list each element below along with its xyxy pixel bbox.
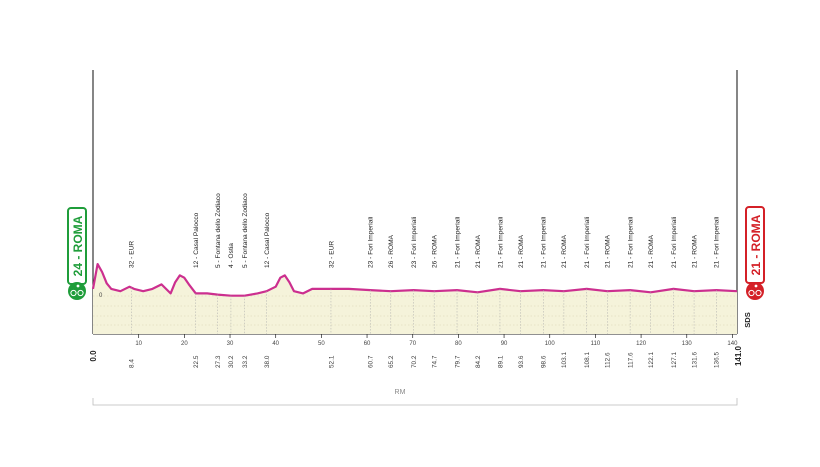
x-tick-label: 140 xyxy=(727,341,738,347)
sds-label: SDS xyxy=(743,312,752,327)
waypoint-km: 27.3 xyxy=(215,355,222,368)
waypoint-name: 21 - Fori Imperiali xyxy=(541,216,548,268)
waypoint-km: 79.7 xyxy=(454,355,461,368)
waypoint-km: 52.1 xyxy=(328,355,335,368)
waypoint-name: 21 - Fori Imperiali xyxy=(627,216,634,268)
x-tick-label: 90 xyxy=(501,341,508,347)
finish-cyclist-icon xyxy=(746,282,764,300)
waypoint-km: 74.7 xyxy=(432,355,439,368)
x-tick-label: 40 xyxy=(272,341,279,347)
waypoint-name: 4 - Ostia xyxy=(228,243,235,268)
waypoint-name: 26 - ROMA xyxy=(432,234,439,268)
waypoint-km: 70.2 xyxy=(411,355,418,368)
waypoint-km: 33.2 xyxy=(242,355,249,368)
waypoint-km: 108.1 xyxy=(584,352,591,368)
start-badge-label: 24 - ROMA xyxy=(71,215,85,276)
waypoint-name: 32 - EUR xyxy=(328,241,335,268)
waypoint-name: 21 - ROMA xyxy=(475,234,482,268)
waypoint-name: 12 - Casal Palocco xyxy=(193,212,200,268)
x-tick-label: 30 xyxy=(227,341,234,347)
region-label: RM xyxy=(395,389,406,396)
start-wheel-right xyxy=(77,289,84,297)
region-bracket xyxy=(92,398,738,406)
waypoint-km: 98.6 xyxy=(541,355,548,368)
x-tick-label: 20 xyxy=(181,341,188,347)
finish-rider-head xyxy=(754,284,758,288)
start-wheel-left xyxy=(70,289,77,297)
waypoint-km: 122.1 xyxy=(648,352,655,368)
waypoint-km: 60.7 xyxy=(368,355,375,368)
start-badge: 24 - ROMA xyxy=(67,207,87,300)
waypoint-name: 21 - ROMA xyxy=(691,234,698,268)
waypoint-name: 21 - Fori Imperiali xyxy=(714,216,721,268)
waypoint-name: 5 - Fontana dello Zodiaco xyxy=(215,193,222,268)
waypoint-km: 127.1 xyxy=(671,352,678,368)
waypoint-name: 21 - ROMA xyxy=(648,234,655,268)
waypoint-km: 8.4 xyxy=(129,359,136,368)
waypoint-name: 5 - Fontana dello Zodiaco xyxy=(242,193,249,268)
profile-area xyxy=(93,264,737,334)
waypoint-name: 26 - ROMA xyxy=(388,234,395,268)
waypoint-km: 65.2 xyxy=(388,355,395,368)
waypoint-name: 23 - Fori Imperiali xyxy=(411,216,418,268)
finish-wheel-right xyxy=(755,289,762,297)
waypoint-km: 38.0 xyxy=(264,355,271,368)
x-tick-label: 10 xyxy=(135,341,142,347)
finish-badge: 21 - ROMA xyxy=(745,206,765,300)
waypoint-km: 22.5 xyxy=(193,355,200,368)
waypoint-km: 30.2 xyxy=(228,355,235,368)
waypoint-km: 89.1 xyxy=(497,355,504,368)
x-tick-label: 60 xyxy=(364,341,371,347)
waypoint-name: 21 - Fori Imperiali xyxy=(584,216,591,268)
waypoint-name: 23 - Fori Imperiali xyxy=(368,216,375,268)
waypoint-name: 21 - Fori Imperiali xyxy=(454,216,461,268)
x-tick-label: 100 xyxy=(545,341,556,347)
x-tick-label: 70 xyxy=(409,341,416,347)
x-tick-label: 80 xyxy=(455,341,462,347)
waypoint-km: 131.6 xyxy=(691,352,698,368)
distance-start-label: 0.0 xyxy=(89,350,98,362)
finish-badge-label: 21 - ROMA xyxy=(749,214,763,275)
waypoint-name: 21 - ROMA xyxy=(561,234,568,268)
waypoint-km: 103.1 xyxy=(561,352,568,368)
waypoint-name: 21 - Fori Imperiali xyxy=(497,216,504,268)
waypoint-name: 21 - Fori Imperiali xyxy=(671,216,678,268)
profile-line xyxy=(91,263,738,297)
waypoint-name: 21 - ROMA xyxy=(605,234,612,268)
waypoint-name: 12 - Casal Palocco xyxy=(264,212,271,268)
x-tick-label: 130 xyxy=(682,341,693,347)
start-altitude-label: 0 xyxy=(99,293,103,299)
start-cyclist-icon xyxy=(68,282,86,300)
waypoint-km: 84.2 xyxy=(475,355,482,368)
waypoint-km: 136.5 xyxy=(714,352,721,368)
waypoint-km: 112.6 xyxy=(605,352,612,368)
x-tick-label: 110 xyxy=(591,341,601,347)
start-rider-head xyxy=(76,284,80,288)
finish-wheel-left xyxy=(748,289,755,297)
waypoint-km: 93.6 xyxy=(518,355,525,368)
x-tick-label: 50 xyxy=(318,341,325,347)
x-tick-label: 120 xyxy=(636,341,647,347)
waypoint-name: 21 - ROMA xyxy=(518,234,525,268)
waypoint-name: 32 - EUR xyxy=(129,241,136,268)
waypoint-km: 117.6 xyxy=(627,352,634,368)
distance-end-label: 141.0 xyxy=(734,345,743,366)
